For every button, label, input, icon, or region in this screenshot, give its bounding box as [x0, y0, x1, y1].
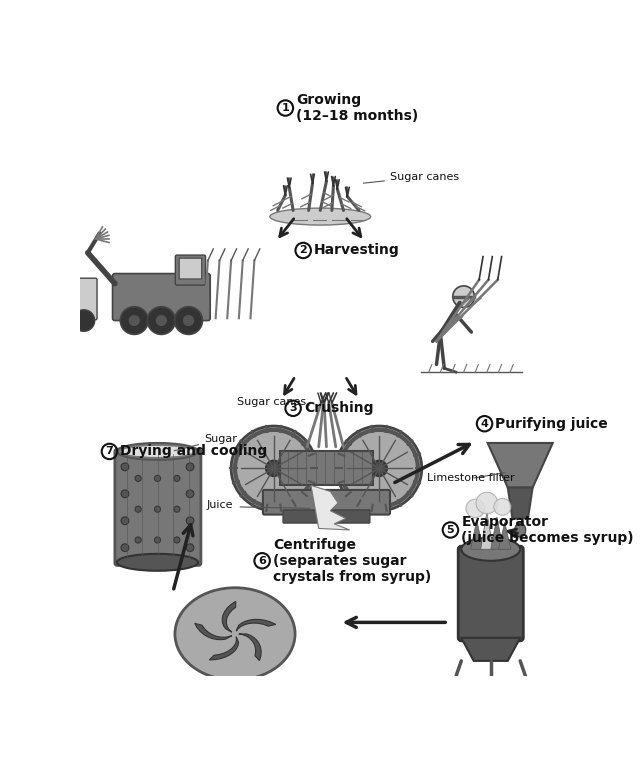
Circle shape [231, 426, 316, 511]
Circle shape [186, 517, 194, 524]
Text: Sugar canes: Sugar canes [237, 397, 309, 408]
Circle shape [155, 314, 168, 326]
Circle shape [494, 499, 511, 515]
Circle shape [154, 506, 161, 512]
Polygon shape [491, 517, 503, 550]
Circle shape [476, 493, 498, 514]
Circle shape [337, 426, 422, 511]
Circle shape [466, 499, 484, 518]
Text: Limestone filter: Limestone filter [428, 473, 515, 483]
Polygon shape [236, 619, 276, 631]
FancyBboxPatch shape [175, 255, 205, 285]
Circle shape [174, 506, 180, 512]
Text: Harvesting: Harvesting [314, 244, 400, 257]
Text: 6: 6 [258, 556, 266, 565]
Ellipse shape [117, 554, 198, 571]
Circle shape [452, 286, 474, 307]
Circle shape [154, 537, 161, 543]
Polygon shape [495, 676, 504, 688]
Circle shape [135, 537, 141, 543]
Polygon shape [466, 679, 476, 688]
Circle shape [186, 544, 194, 552]
Polygon shape [311, 485, 349, 530]
Polygon shape [508, 487, 532, 518]
Text: Drying and cooling: Drying and cooling [120, 445, 268, 458]
Circle shape [182, 314, 195, 326]
FancyBboxPatch shape [113, 273, 210, 320]
Text: Purifying juice: Purifying juice [495, 417, 608, 430]
Text: 4: 4 [481, 419, 488, 429]
Circle shape [186, 490, 194, 498]
Text: 5: 5 [447, 525, 454, 535]
Text: Heat: Heat [0, 758, 1, 759]
FancyBboxPatch shape [40, 279, 97, 320]
Polygon shape [463, 676, 473, 688]
Circle shape [174, 537, 180, 543]
Polygon shape [513, 679, 522, 688]
Text: 2: 2 [300, 245, 307, 256]
Ellipse shape [448, 682, 533, 693]
FancyBboxPatch shape [458, 546, 524, 641]
Polygon shape [209, 637, 239, 660]
FancyBboxPatch shape [283, 510, 370, 523]
Polygon shape [222, 601, 236, 632]
Text: Sugar canes: Sugar canes [364, 172, 459, 183]
Ellipse shape [175, 587, 295, 680]
Circle shape [121, 490, 129, 498]
Ellipse shape [270, 208, 371, 225]
Circle shape [46, 310, 68, 332]
Polygon shape [470, 520, 483, 550]
Polygon shape [481, 512, 493, 550]
FancyBboxPatch shape [263, 490, 390, 515]
Circle shape [120, 307, 148, 335]
Circle shape [121, 517, 129, 524]
Text: 7: 7 [106, 446, 113, 456]
Ellipse shape [120, 446, 195, 458]
Text: Evaporator
(juice becomes syrup): Evaporator (juice becomes syrup) [461, 515, 634, 545]
Polygon shape [195, 623, 232, 640]
Circle shape [175, 307, 202, 335]
Circle shape [186, 463, 194, 471]
Ellipse shape [461, 537, 520, 561]
Circle shape [73, 310, 95, 332]
Ellipse shape [515, 523, 525, 537]
Text: Growing
(12–18 months): Growing (12–18 months) [296, 93, 419, 123]
Text: Crushing: Crushing [304, 402, 374, 415]
Text: 1: 1 [282, 103, 289, 113]
FancyBboxPatch shape [280, 452, 373, 485]
Polygon shape [481, 679, 491, 688]
Circle shape [135, 506, 141, 512]
Ellipse shape [117, 443, 198, 460]
FancyBboxPatch shape [179, 258, 202, 279]
Polygon shape [488, 443, 553, 487]
Text: Juice: Juice [206, 500, 233, 510]
Circle shape [121, 544, 129, 552]
Polygon shape [479, 676, 488, 688]
Circle shape [147, 307, 175, 335]
Circle shape [371, 461, 387, 476]
Polygon shape [499, 522, 511, 550]
Circle shape [266, 461, 282, 476]
Text: Centrifuge
(separates sugar
crystals from syrup): Centrifuge (separates sugar crystals fro… [273, 537, 431, 584]
FancyBboxPatch shape [115, 449, 201, 565]
Polygon shape [510, 676, 520, 688]
Circle shape [121, 463, 129, 471]
Circle shape [154, 475, 161, 481]
Circle shape [128, 314, 140, 326]
Circle shape [174, 475, 180, 481]
Circle shape [135, 475, 141, 481]
Polygon shape [239, 634, 261, 660]
Text: Sugar: Sugar [174, 434, 237, 451]
Polygon shape [497, 679, 506, 688]
Polygon shape [461, 638, 520, 661]
Text: 3: 3 [289, 403, 297, 414]
